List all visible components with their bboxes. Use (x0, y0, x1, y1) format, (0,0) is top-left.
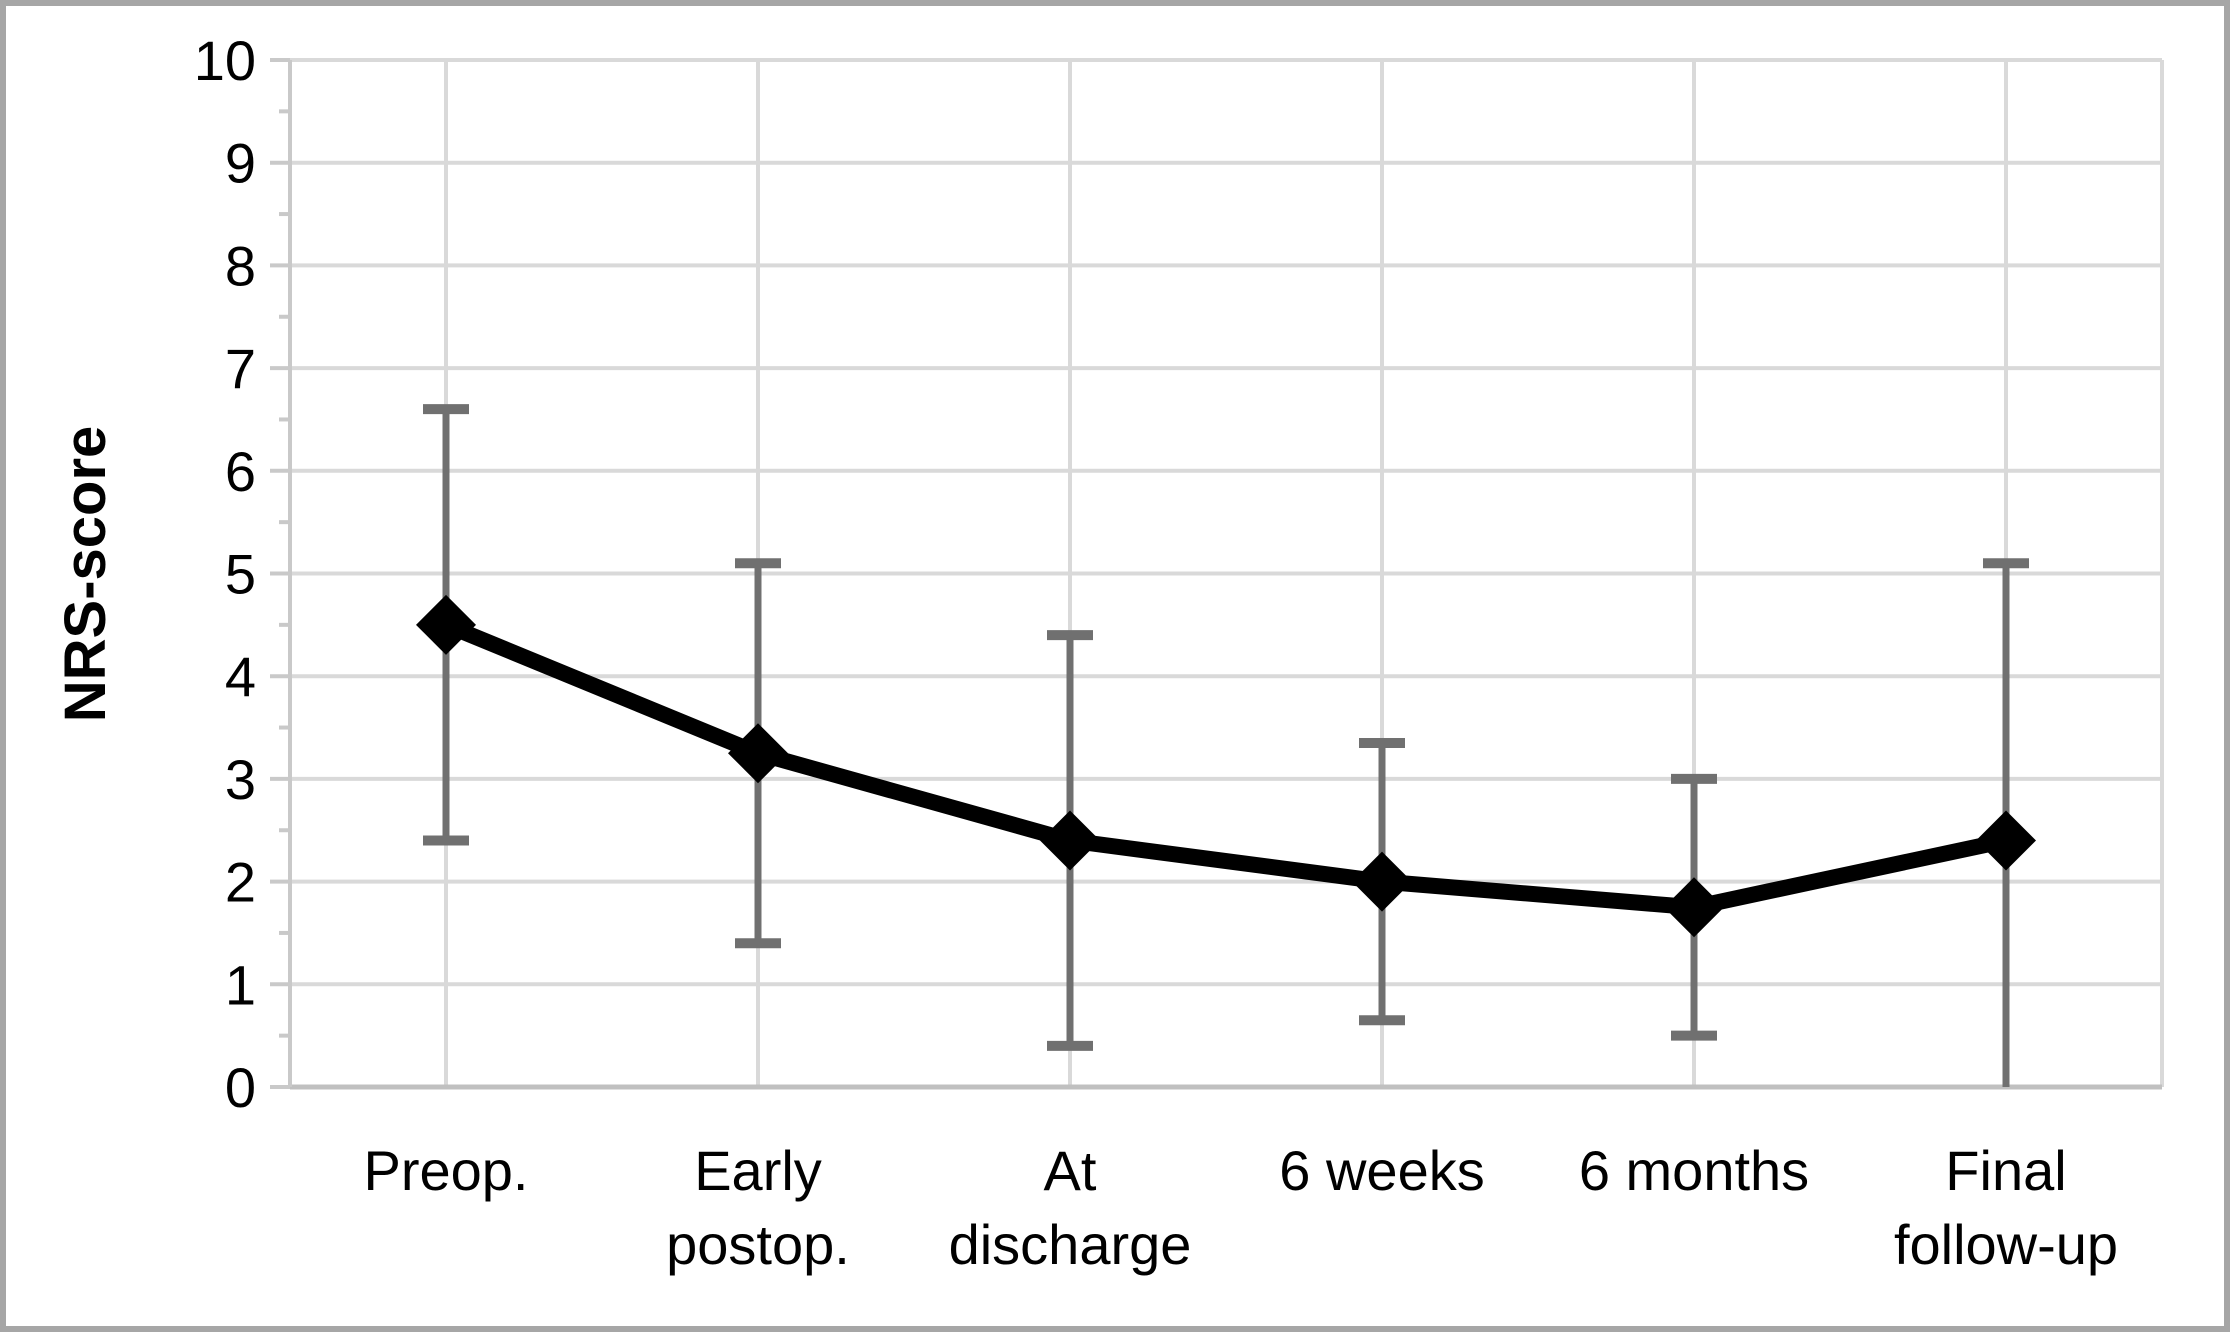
y-tick-label: 4 (225, 645, 256, 708)
y-axis-ticks (270, 58, 290, 1089)
y-tick-label: 0 (225, 1056, 256, 1119)
data-point-markers (416, 594, 2036, 938)
category-label: 6 months (1579, 1139, 1809, 1202)
category-label: At (1044, 1139, 1097, 1202)
data-point-marker (1352, 851, 1412, 912)
category-labels: Preop. Early postop. At discharge 6 weeks 6 mo… (364, 1139, 2119, 1276)
y-tick-label: 8 (225, 234, 256, 297)
category-label: Early (694, 1139, 822, 1202)
y-axis-title: NRS-score (53, 426, 118, 723)
y-tick-label: 9 (225, 132, 256, 195)
y-tick-label: 3 (225, 748, 256, 811)
category-label: Final (1945, 1139, 2066, 1202)
data-point-marker (416, 594, 476, 655)
y-tick-label: 5 (225, 543, 256, 606)
y-tick-label: 6 (225, 440, 256, 503)
y-tick-label: 7 (225, 337, 256, 400)
data-point-marker (1040, 810, 1100, 871)
category-label: postop. (666, 1213, 850, 1276)
y-tick-label: 10 (194, 29, 256, 92)
data-point-marker (1664, 877, 1724, 938)
data-point-marker (1976, 810, 2036, 871)
category-label: Preop. (364, 1139, 529, 1202)
data-point-marker (728, 723, 788, 784)
y-tick-label: 2 (225, 851, 256, 914)
series-line (442, 617, 2008, 916)
category-label: 6 weeks (1279, 1139, 1484, 1202)
series-polyline (442, 617, 2008, 916)
category-label: follow-up (1894, 1213, 2118, 1276)
y-tick-label: 1 (225, 953, 256, 1016)
category-label: discharge (949, 1213, 1192, 1276)
